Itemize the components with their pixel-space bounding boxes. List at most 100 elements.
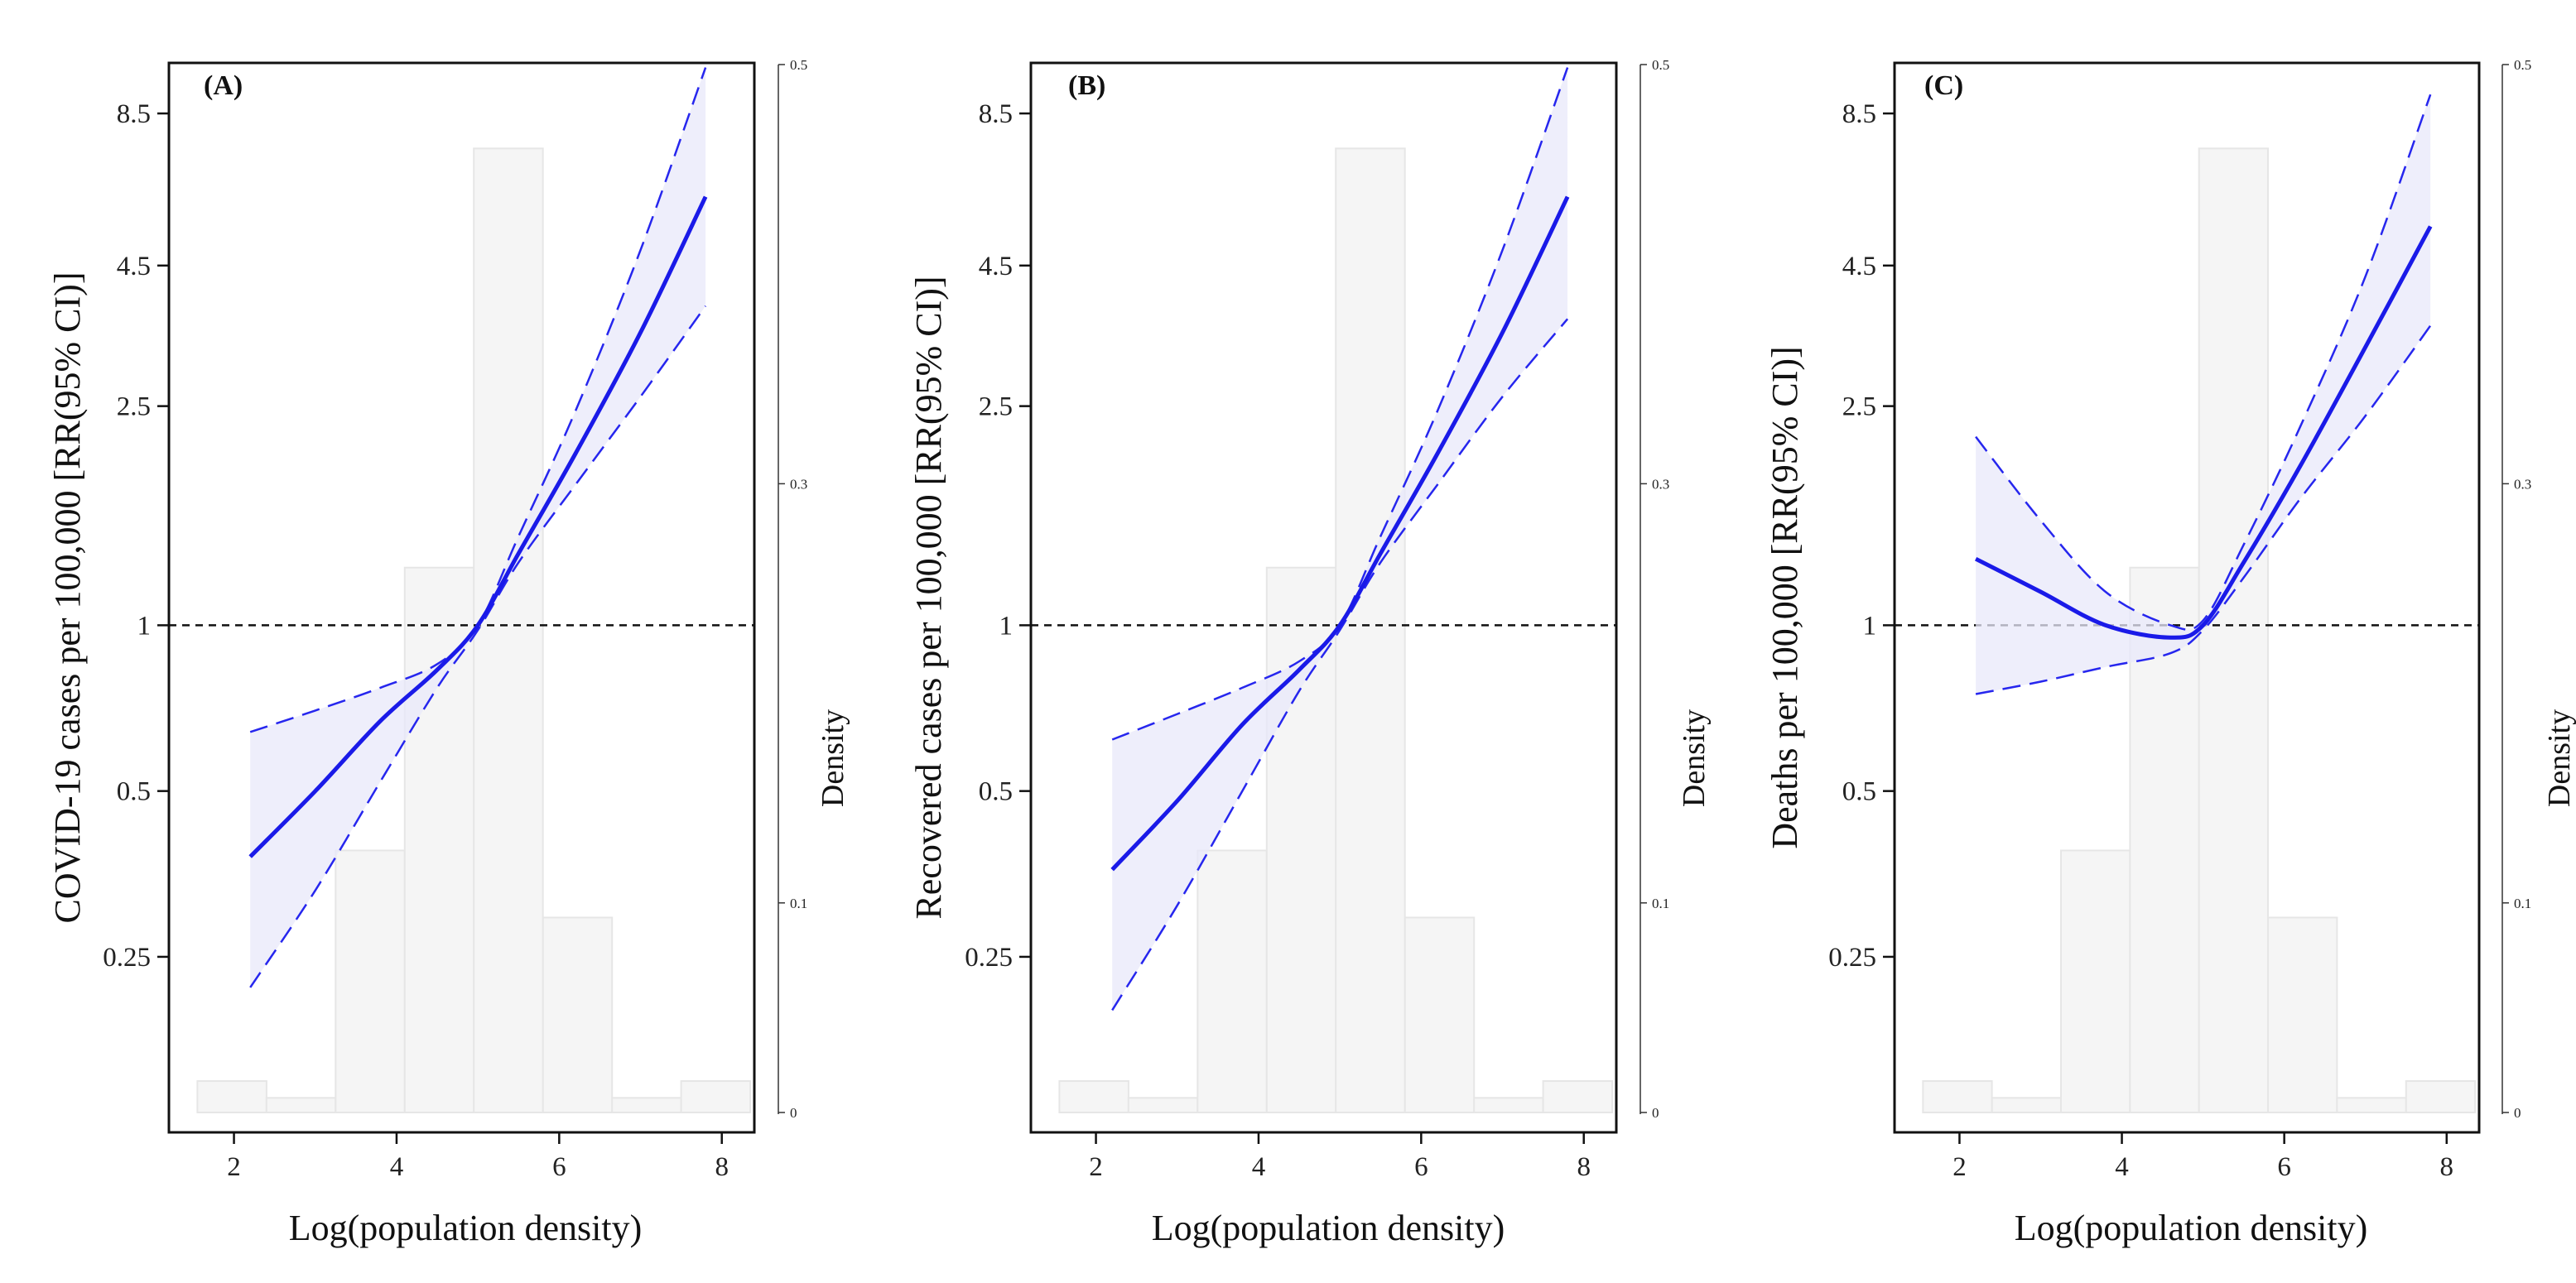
histogram-bar bbox=[680, 1080, 752, 1113]
lower-ci-line bbox=[249, 305, 707, 988]
y-tick-label: 1 bbox=[137, 611, 152, 641]
x-tick-label: 4 bbox=[390, 1152, 404, 1182]
panel-label: (C) bbox=[1924, 70, 1963, 101]
y-tick-label: 0.5 bbox=[117, 777, 151, 807]
x-axis-title: Log(population density) bbox=[2015, 1208, 2368, 1248]
lower-ci-line bbox=[1975, 324, 2432, 695]
y2-tick-label: 0.1 bbox=[790, 896, 807, 911]
panel-b: 0.25 0.5 1 2.5 4.5 8.5 0 0.1 0.3 0.5 2 4 6 8 (B) Lo… bbox=[908, 57, 1712, 1248]
right-axis-ticks: 0 0.1 0.3 0.5 bbox=[1639, 57, 1669, 1121]
y-tick-label: 0.5 bbox=[979, 777, 1013, 807]
histogram-bar bbox=[265, 1097, 337, 1114]
plot-area-frame bbox=[1029, 61, 1618, 1134]
panel-c: 0.25 0.5 1 2.5 4.5 8.5 0 0.1 0.3 0.5 2 4 6 8 (C) Lo… bbox=[1765, 57, 2576, 1248]
y-tick-label: 0.25 bbox=[965, 943, 1013, 973]
x-tick-label: 4 bbox=[2115, 1152, 2129, 1182]
plot-area-frame bbox=[167, 61, 756, 1134]
rr-line bbox=[1110, 195, 1570, 872]
histogram-bar bbox=[1335, 147, 1406, 1113]
y2-tick-label: 0.3 bbox=[1652, 476, 1669, 492]
y-tick-label: 0.25 bbox=[1828, 943, 1876, 973]
y2-tick-label: 0.3 bbox=[2514, 476, 2531, 492]
x-tick-label: 2 bbox=[1089, 1152, 1103, 1182]
bottom-axis-ticks: 2 4 6 8 bbox=[1089, 1132, 1591, 1182]
y-tick-label: 8.5 bbox=[117, 99, 151, 129]
x-tick-label: 8 bbox=[2440, 1152, 2454, 1182]
right-axis-title: Density bbox=[1677, 709, 1712, 807]
left-axis-ticks: 0.25 0.5 1 2.5 4.5 8.5 bbox=[1828, 99, 1895, 973]
left-axis-ticks: 0.25 0.5 1 2.5 4.5 8.5 bbox=[965, 99, 1031, 973]
y2-tick-label: 0 bbox=[2514, 1105, 2521, 1121]
x-tick-label: 8 bbox=[1577, 1152, 1591, 1182]
y2-tick-label: 0.5 bbox=[2514, 57, 2531, 73]
y-tick-label: 0.5 bbox=[1842, 777, 1876, 807]
x-tick-label: 6 bbox=[552, 1152, 566, 1182]
y-tick-label: 2.5 bbox=[979, 392, 1013, 422]
upper-ci-line bbox=[1111, 67, 1569, 741]
histogram-bar bbox=[335, 849, 406, 1113]
histogram-bar bbox=[2336, 1097, 2407, 1114]
x-tick-label: 2 bbox=[1952, 1152, 1967, 1182]
histogram-bar bbox=[611, 1097, 682, 1114]
y2-tick-label: 0.5 bbox=[790, 57, 807, 73]
histogram-bar bbox=[1991, 1097, 2062, 1114]
histogram-bar bbox=[2267, 916, 2338, 1113]
x-axis-title: Log(population density) bbox=[1152, 1208, 1505, 1248]
histogram-bar bbox=[473, 147, 544, 1113]
y-axis-title: Deaths per 100,000 [RR(95% CI)] bbox=[1765, 346, 1805, 848]
x-tick-label: 4 bbox=[1252, 1152, 1266, 1182]
histogram-bar bbox=[196, 1080, 267, 1113]
y-tick-label: 1 bbox=[999, 611, 1014, 641]
x-axis-title: Log(population density) bbox=[289, 1208, 643, 1248]
bottom-axis-ticks: 2 4 6 8 bbox=[1952, 1132, 2453, 1182]
histogram-bar bbox=[1542, 1080, 1614, 1113]
y2-tick-label: 0.5 bbox=[1652, 57, 1669, 73]
upper-ci-line bbox=[1975, 94, 2432, 632]
y2-tick-label: 0 bbox=[1652, 1105, 1659, 1121]
plot-area-frame bbox=[1893, 61, 2481, 1134]
histogram-bar bbox=[1127, 1097, 1199, 1114]
y2-tick-label: 0 bbox=[790, 1105, 797, 1121]
right-axis-title: Density bbox=[816, 709, 850, 807]
histogram-bar bbox=[1197, 849, 1268, 1113]
y-tick-label: 1 bbox=[1863, 611, 1877, 641]
y-tick-label: 2.5 bbox=[1842, 392, 1876, 422]
y2-tick-label: 0.3 bbox=[790, 476, 807, 492]
y-axis-title: COVID-19 cases per 100,000 [RR(95% CI)] bbox=[47, 272, 88, 924]
rr-line bbox=[1974, 225, 2433, 640]
histogram-bar bbox=[1058, 1080, 1129, 1113]
panel-label: (B) bbox=[1068, 70, 1105, 101]
y-axis-title: Recovered cases per 100,000 [RR(95% CI)] bbox=[908, 276, 949, 919]
y-tick-label: 2.5 bbox=[117, 392, 151, 422]
panel-a: 0.25 0.5 1 2.5 4.5 8.5 0 0.1 0.3 0.5 2 4 6 8 (A) Lo… bbox=[47, 57, 850, 1248]
y-tick-label: 0.25 bbox=[103, 943, 151, 973]
lower-ci-line bbox=[1111, 318, 1569, 1012]
y-tick-label: 4.5 bbox=[979, 252, 1013, 281]
rr-line bbox=[248, 195, 708, 858]
right-axis-title: Density bbox=[2542, 709, 2576, 807]
ci-band bbox=[1112, 67, 1568, 1011]
density-histogram bbox=[1922, 147, 2477, 1114]
ci-band bbox=[250, 67, 706, 987]
x-tick-label: 2 bbox=[227, 1152, 241, 1182]
histogram-bar bbox=[542, 916, 614, 1113]
y-tick-label: 8.5 bbox=[1842, 99, 1876, 129]
y-tick-label: 8.5 bbox=[979, 99, 1013, 129]
x-tick-label: 6 bbox=[2277, 1152, 2291, 1182]
right-axis-ticks: 0 0.1 0.3 0.5 bbox=[2501, 57, 2531, 1121]
panel-label: (A) bbox=[204, 70, 243, 101]
histogram-bar bbox=[1404, 916, 1476, 1113]
histogram-bar bbox=[2198, 147, 2269, 1113]
density-histogram bbox=[1058, 147, 1614, 1114]
histogram-bar bbox=[1922, 1080, 1993, 1113]
y2-tick-label: 0.1 bbox=[2514, 896, 2531, 911]
x-tick-label: 8 bbox=[715, 1152, 729, 1182]
upper-ci-line bbox=[249, 67, 707, 733]
right-axis-ticks: 0 0.1 0.3 0.5 bbox=[778, 57, 807, 1121]
histogram-bar bbox=[403, 566, 475, 1113]
y-tick-label: 4.5 bbox=[117, 252, 151, 281]
x-tick-label: 6 bbox=[1414, 1152, 1428, 1182]
histogram-bar bbox=[2060, 849, 2131, 1113]
y2-tick-label: 0.1 bbox=[1652, 896, 1669, 911]
